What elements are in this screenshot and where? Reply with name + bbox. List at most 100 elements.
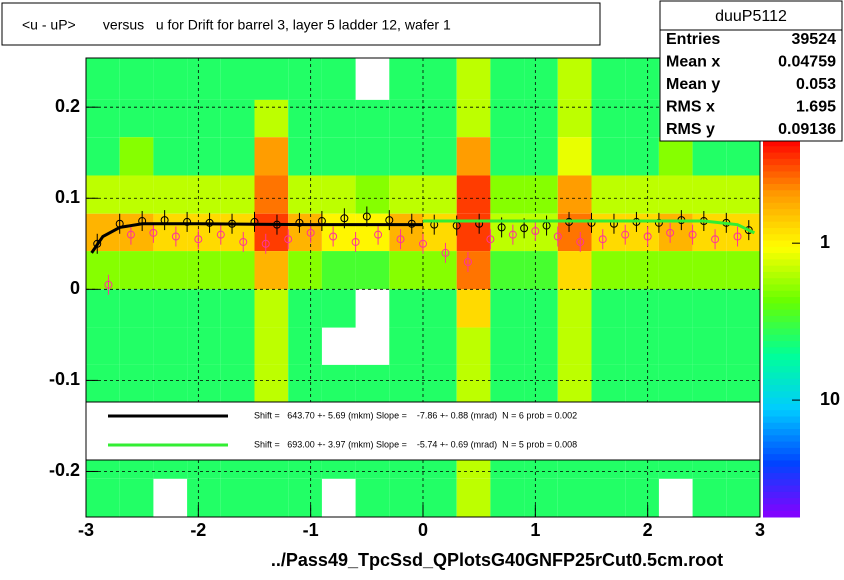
color-scale-step bbox=[763, 315, 800, 323]
heat-cell bbox=[557, 478, 592, 517]
heat-cell bbox=[726, 175, 760, 214]
data-point bbox=[486, 235, 495, 244]
color-scale-step bbox=[763, 359, 800, 367]
heat-cell bbox=[86, 99, 120, 138]
color-scale-step bbox=[763, 309, 800, 317]
color-scale-step bbox=[763, 227, 800, 235]
stats-title: duuP5112 bbox=[715, 8, 787, 25]
data-point bbox=[587, 218, 596, 227]
heat-cell bbox=[625, 251, 659, 290]
heat-cell bbox=[692, 137, 727, 176]
color-scale-step bbox=[763, 485, 800, 493]
x-axis-label: ../Pass49_TpcSsd_QPlotsG40GNFP25rCut0.5c… bbox=[271, 550, 723, 570]
heat-cell bbox=[524, 364, 558, 404]
heat-cell bbox=[220, 58, 255, 100]
heat-cell bbox=[355, 175, 390, 214]
heat-cell bbox=[321, 99, 356, 138]
heat-cell bbox=[355, 137, 390, 176]
color-scale-step bbox=[763, 158, 800, 166]
heat-cell bbox=[119, 251, 154, 290]
data-point bbox=[306, 228, 315, 237]
color-scale-step bbox=[763, 246, 800, 254]
color-scale-step bbox=[763, 422, 800, 430]
data-point bbox=[295, 218, 304, 227]
color-scale-step bbox=[763, 366, 800, 373]
heat-cell bbox=[658, 364, 693, 404]
heat-cell bbox=[625, 327, 659, 365]
heat-cell bbox=[692, 175, 727, 214]
heat-cell bbox=[187, 364, 221, 404]
heat-cell bbox=[153, 99, 188, 138]
heat-cell bbox=[557, 137, 592, 176]
heat-cell bbox=[389, 213, 423, 252]
data-point bbox=[553, 232, 562, 241]
heat-cell bbox=[288, 175, 322, 214]
data-point bbox=[351, 237, 360, 246]
heat-cell bbox=[625, 289, 659, 328]
heat-cell bbox=[153, 175, 188, 214]
heat-cell bbox=[254, 364, 289, 404]
color-scale-step bbox=[763, 146, 800, 154]
color-scale-step bbox=[763, 177, 800, 185]
color-scale-step bbox=[763, 215, 800, 223]
heat-cell bbox=[153, 289, 188, 328]
heat-cell bbox=[490, 327, 525, 365]
color-scale-step bbox=[763, 416, 800, 424]
stats-value: 0.09136 bbox=[778, 121, 836, 138]
heat-cell bbox=[456, 478, 491, 517]
color-scale-step bbox=[763, 209, 800, 216]
color-scale-step bbox=[763, 397, 800, 405]
heat-cell bbox=[321, 251, 356, 290]
heat-cell bbox=[423, 137, 457, 176]
data-point bbox=[598, 235, 607, 244]
heat-cell bbox=[119, 175, 154, 214]
color-scale-step bbox=[763, 435, 800, 443]
color-scale-step bbox=[763, 190, 800, 198]
stats-key: Mean y bbox=[666, 76, 720, 93]
heat-cell bbox=[321, 364, 356, 404]
x-tick-label: 2 bbox=[643, 520, 653, 540]
heat-cell bbox=[288, 289, 322, 328]
heat-cell bbox=[153, 251, 188, 290]
y-tick-label: 0.2 bbox=[55, 96, 80, 116]
stats-value: 39524 bbox=[792, 31, 837, 48]
heat-cell bbox=[490, 364, 525, 404]
heat-cell bbox=[692, 251, 727, 290]
heat-cell bbox=[557, 58, 592, 100]
marks bbox=[90, 206, 756, 295]
heat-cell bbox=[591, 478, 626, 517]
data-point bbox=[744, 226, 753, 235]
color-scale-step bbox=[763, 504, 800, 512]
heat-cell bbox=[254, 58, 289, 100]
heat-cell bbox=[288, 478, 322, 517]
heat-cell bbox=[119, 58, 154, 100]
color-scale-step bbox=[763, 466, 800, 474]
stats-key: Mean x bbox=[666, 54, 720, 71]
heat-cell bbox=[625, 99, 659, 138]
heat-cell bbox=[355, 99, 390, 138]
data-point bbox=[654, 218, 663, 227]
data-point bbox=[216, 230, 225, 239]
heat-cell bbox=[557, 175, 592, 214]
heat-cell bbox=[153, 327, 188, 365]
heat-cell bbox=[726, 213, 760, 252]
heat-cell bbox=[187, 213, 221, 252]
x-tick-label: -1 bbox=[303, 520, 319, 540]
heat-cell bbox=[187, 175, 221, 214]
data-point bbox=[284, 235, 293, 244]
color-scale-step bbox=[763, 253, 800, 260]
heat-cell bbox=[187, 137, 221, 176]
heat-cell bbox=[153, 137, 188, 176]
heat-cell bbox=[389, 327, 423, 365]
heat-cell bbox=[220, 364, 255, 404]
color-scale-step bbox=[763, 347, 800, 355]
color-scale-step bbox=[763, 441, 800, 449]
heat-cell bbox=[86, 58, 120, 100]
heat-cell bbox=[220, 99, 255, 138]
stats-key: RMS y bbox=[666, 121, 715, 138]
heat-cell bbox=[355, 478, 390, 517]
stats-key: RMS x bbox=[666, 99, 715, 116]
heat-cell bbox=[254, 175, 289, 214]
heat-cell bbox=[726, 327, 760, 365]
data-point bbox=[441, 248, 450, 257]
